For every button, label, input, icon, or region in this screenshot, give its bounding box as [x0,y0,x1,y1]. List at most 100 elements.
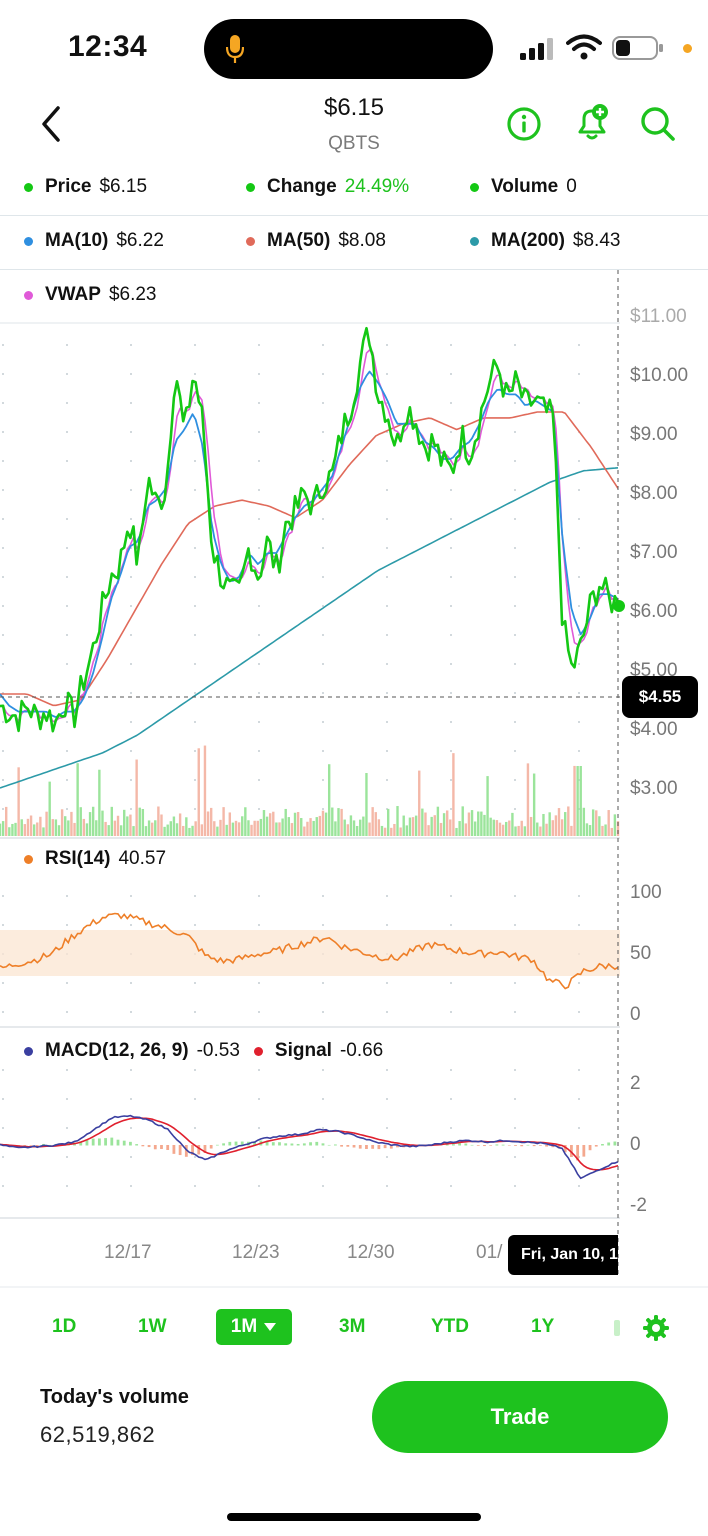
volume-bar [20,819,23,836]
grid-dot [194,1098,196,1100]
volume-bar [439,822,443,836]
volume-bar [616,821,620,836]
grid-dot [450,489,452,491]
volume-bar [169,821,173,836]
home-indicator[interactable] [227,1513,481,1521]
volume-bar [203,745,207,836]
volume-bar [150,822,154,836]
macd-histogram-bar [377,1145,381,1150]
wifi-icon [566,34,602,60]
volume-bar [377,819,381,836]
volume-bar [470,810,474,836]
volume-bar [110,806,113,836]
macd-histogram-bar [290,1143,294,1146]
macd-histogram-bar [197,1145,201,1155]
volume-bar [349,815,353,836]
grid-dot [66,431,68,433]
volume-bar [48,781,51,836]
x-label: 12/23 [232,1242,280,1263]
volume-bar [237,822,241,836]
volume-bar [123,809,126,836]
range-1y[interactable]: 1Y [531,1316,555,1337]
volume-bar [132,826,135,836]
grid-dot [322,373,324,375]
range-1m-selected[interactable]: 1M [216,1309,292,1345]
grid-dot [578,634,580,636]
volume-bar [119,825,123,836]
trade-button[interactable]: Trade [372,1381,668,1453]
info-icon[interactable] [504,104,544,144]
grid-dot [322,634,324,636]
macd-histogram-bar [365,1145,368,1149]
macd-histogram-bar [570,1145,573,1158]
grid-dot [2,1069,4,1071]
volume-bar [209,807,213,836]
todays-volume-value: 62,519,862 [40,1422,156,1447]
grid-dot [386,1127,388,1129]
volume-bar [560,819,564,836]
grid-dot [386,605,388,607]
volume-bar [191,825,194,836]
volume-bar [185,817,188,836]
macd-tick: -2 [630,1195,647,1216]
macd-histogram-bar [85,1139,89,1146]
grid-dot [514,1069,516,1071]
x-label: 12/17 [104,1242,152,1263]
grid-dot [194,982,196,984]
grid-dot [194,489,196,491]
volume-bar [70,811,73,836]
volume-bar [241,816,244,836]
settings-gear-icon[interactable] [643,1315,669,1341]
grid-dot [514,576,516,578]
grid-dot [322,460,324,462]
grid-dot [66,924,68,926]
grid-dot [130,1011,132,1013]
grid-dot [514,750,516,752]
grid-dot [194,1011,196,1013]
volume-bar [473,821,477,836]
volume-bar [14,822,17,836]
macd-histogram-bar [340,1145,344,1147]
macd-histogram-bar [110,1137,114,1146]
macd-histogram-bar [222,1143,225,1146]
range-ytd[interactable]: YTD [431,1316,469,1337]
volume-bar [573,765,576,836]
volume-bar [467,812,471,836]
volume-bar [91,806,95,836]
grid-dot [2,547,4,549]
volume-bar [374,812,377,836]
range-1d[interactable]: 1D [52,1316,77,1337]
search-icon[interactable] [638,104,678,144]
volume-bar [79,807,82,836]
grid-dot [66,402,68,404]
grid-dot [386,1069,388,1071]
volume-bar [486,776,489,836]
grid-dot [130,605,132,607]
grid-dot [322,895,324,897]
grid-dot [194,634,196,636]
macd-histogram-bar [333,1144,337,1146]
macd-histogram-bar [129,1141,132,1146]
price-chart[interactable] [0,0,708,1290]
grid-dot [514,982,516,984]
grid-dot [66,460,68,462]
range-3m[interactable]: 3M [339,1316,366,1337]
volume-bar [175,823,179,836]
macd-tick: 0 [630,1134,641,1155]
grid-dot [194,1156,196,1158]
back-chevron-icon[interactable] [34,102,74,146]
volume-bar [244,807,247,836]
volume-bar [532,773,536,836]
volume-bar [300,818,303,836]
grid-dot [194,547,196,549]
range-1w[interactable]: 1W [138,1316,167,1337]
grid-dot [2,431,4,433]
macd-histogram-bar [166,1145,170,1150]
volume-bar [312,820,315,836]
add-alert-bell-icon[interactable] [572,102,612,142]
grid-dot [194,1127,196,1129]
y-label: $5.00 [630,660,678,681]
volume-bar [464,823,468,836]
grid-dot [514,547,516,549]
volume-bar [166,824,169,836]
